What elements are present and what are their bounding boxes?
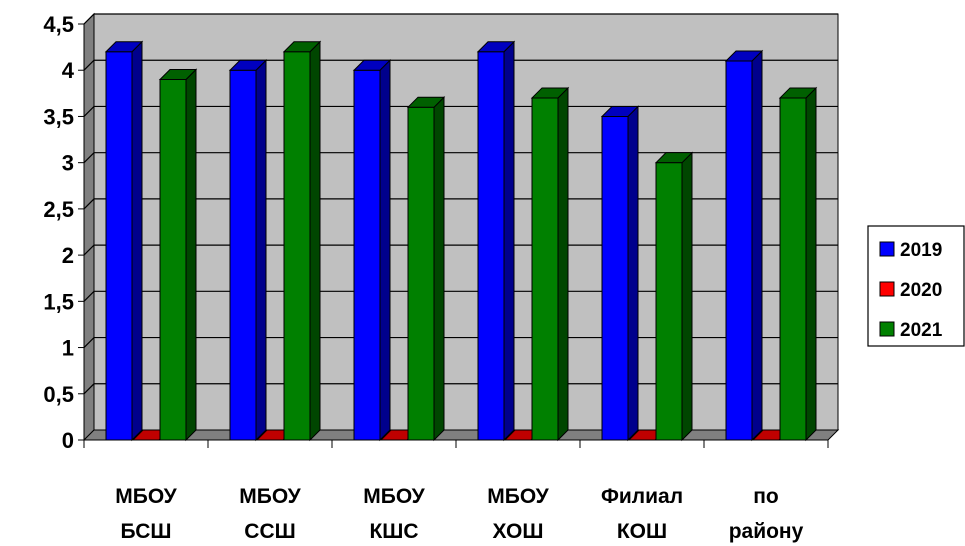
bar-side	[379, 59, 391, 442]
bar-top	[778, 87, 818, 99]
legend-label: 2020	[900, 280, 942, 301]
bar-side	[131, 40, 143, 442]
gridline	[83, 244, 838, 256]
gridline	[83, 13, 838, 25]
bar	[654, 151, 694, 442]
bar-top	[724, 50, 764, 62]
bar-top	[158, 68, 198, 80]
bar	[282, 40, 322, 442]
bar	[530, 86, 570, 442]
y-tick-label: 1	[62, 336, 74, 361]
y-tick-label: 0,5	[43, 382, 74, 407]
y-tick-label: 2,5	[43, 197, 74, 222]
bar-front	[779, 97, 807, 441]
bar-top	[228, 59, 268, 71]
bar-side	[185, 68, 197, 442]
legend-swatch	[879, 281, 895, 297]
bar	[724, 49, 764, 442]
chart-walls	[83, 12, 839, 442]
legend-entry: 2019	[879, 240, 942, 261]
y-tick-label: 2	[62, 243, 74, 268]
back-wall	[93, 13, 839, 431]
bar-side	[627, 105, 639, 442]
bar-top	[282, 41, 322, 53]
floor	[82, 429, 840, 441]
bar-front	[105, 51, 133, 441]
chart-floor	[82, 429, 840, 441]
legend: 2019 2020 2021	[867, 225, 965, 347]
bar	[104, 40, 144, 442]
bar-side	[503, 40, 515, 442]
bar-top	[530, 87, 570, 99]
bar-top	[600, 105, 640, 117]
bar-side	[805, 86, 817, 442]
bar-front	[353, 69, 381, 441]
bar-front	[725, 60, 753, 441]
gridline	[83, 59, 838, 71]
bar-front	[283, 51, 311, 441]
bar	[352, 59, 392, 442]
bar-top	[654, 152, 694, 164]
bar-front	[531, 97, 559, 441]
x-tick-label: МБОУ ССШ	[239, 485, 301, 543]
bar-side	[751, 49, 763, 442]
bar	[778, 86, 818, 442]
bar-front	[159, 78, 187, 441]
bar-front	[407, 106, 435, 441]
gridline	[83, 383, 838, 395]
x-tick-label: Филиал КОШ	[601, 485, 683, 543]
bar-side	[255, 59, 267, 442]
bar-front	[477, 51, 505, 441]
gridline	[83, 198, 838, 210]
bar-side	[681, 151, 693, 442]
bar	[476, 40, 516, 442]
bar-front	[655, 162, 683, 441]
legend-swatch	[879, 241, 895, 257]
bar	[228, 59, 268, 442]
bar-side	[309, 40, 321, 442]
bar	[600, 105, 640, 442]
bar	[406, 95, 446, 442]
bar-top	[406, 96, 446, 108]
gridline	[83, 336, 838, 348]
y-tick-label: 0	[62, 428, 74, 453]
bar-front	[229, 69, 257, 441]
legend-entry: 2021	[879, 320, 943, 341]
bar-side	[433, 95, 445, 442]
gridline	[83, 290, 838, 302]
bars	[104, 40, 818, 442]
gridline	[83, 152, 838, 164]
y-tick-label: 3,5	[43, 104, 74, 129]
legend-swatch	[879, 321, 895, 337]
bar-top	[104, 41, 144, 53]
bar-side	[557, 86, 569, 442]
bar-top	[352, 59, 392, 71]
side-wall	[83, 12, 95, 442]
gridline	[83, 105, 838, 117]
y-axis: 0 0,5 1 1,5 2 2,5 3 3,5 4 4,5	[43, 12, 85, 453]
bar-top	[476, 41, 516, 53]
y-tick-label: 4	[62, 58, 75, 83]
x-tick-label: МБОУ КШС	[363, 485, 425, 543]
legend-label: 2019	[900, 240, 942, 261]
bar-front	[601, 115, 629, 441]
x-tick-label: МБОУ БСШ	[115, 485, 177, 543]
x-tick-label: МБОУ ХОШ	[487, 485, 549, 543]
legend-label: 2021	[900, 320, 943, 341]
y-tick-label: 1,5	[43, 289, 74, 314]
x-axis: МБОУ БСШ МБОУ ССШ МБОУ КШС МБОУ ХОШ Филиал КОШ по р…	[83, 439, 829, 543]
bar	[158, 68, 198, 442]
x-tick-label: по району	[729, 485, 804, 543]
y-tick-label: 4,5	[43, 12, 74, 37]
y-tick-label: 3	[62, 151, 74, 176]
gridlines	[83, 13, 838, 395]
legend-entry: 2020	[879, 280, 942, 301]
